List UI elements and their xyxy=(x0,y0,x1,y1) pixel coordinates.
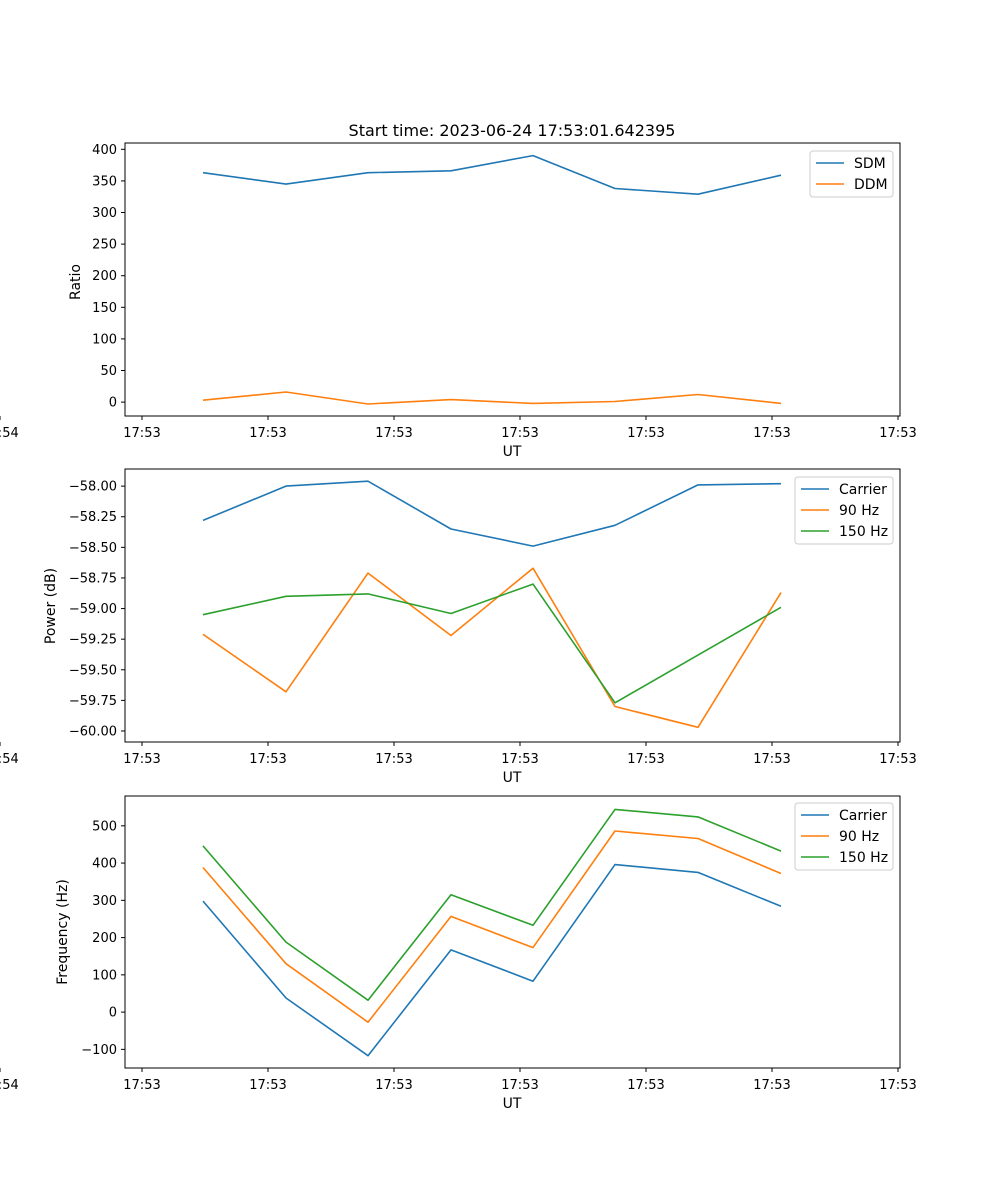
x-tick-label: 17:53 xyxy=(123,752,160,767)
x-axis-label: UT xyxy=(503,444,522,460)
y-tick-label: 500 xyxy=(92,819,117,834)
frequency-panel: UT Frequency (Hz) 17:53 17:53 17:53 17:53 17… xyxy=(0,795,917,1112)
series-line-sdm xyxy=(202,154,782,195)
chart-title: Start time: 2023-06-24 17:53:01.642395 xyxy=(349,121,676,140)
x-tick-label: 17:53 xyxy=(249,426,286,441)
x-tick-label: 17:53 xyxy=(627,752,664,767)
y-tick-label: 300 xyxy=(92,894,117,909)
y-tick-label: 400 xyxy=(92,857,117,872)
legend-box xyxy=(794,802,894,871)
x-tick-label: 17:53 xyxy=(249,1078,286,1093)
y-axis-label: Ratio xyxy=(68,264,84,300)
x-tick-label: 17:53 xyxy=(753,1078,790,1093)
y-tick-label: 400 xyxy=(92,143,117,158)
plot-area-frame xyxy=(124,795,901,1069)
y-tick-label: 350 xyxy=(92,174,117,189)
y-tick-label: 0 xyxy=(109,396,117,411)
legend-label: 90 Hz xyxy=(839,503,879,519)
y-tick-label: 0 xyxy=(109,1006,117,1021)
y-tick-label: 100 xyxy=(92,968,117,983)
y-tick-label: −58.25 xyxy=(69,510,117,525)
x-tick-label: 17:54 xyxy=(0,1078,19,1093)
y-tick-label: −58.50 xyxy=(69,541,117,556)
y-tick-label: −100 xyxy=(81,1043,117,1058)
y-tick-label: 250 xyxy=(92,238,117,253)
x-tick-label: 17:54 xyxy=(0,752,19,767)
y-tick-label: 300 xyxy=(92,206,117,221)
y-tick-label: 100 xyxy=(92,332,117,347)
power-panel: UT Power (dB) 17:53 17:53 17:53 17:53 17:53 1… xyxy=(0,468,917,786)
y-tick-label: −58.75 xyxy=(69,571,117,586)
legend-label: Carrier xyxy=(839,808,887,824)
x-tick-label: 17:53 xyxy=(123,426,160,441)
legend-label: SDM xyxy=(854,156,886,172)
x-tick-label: 17:53 xyxy=(501,1078,538,1093)
x-tick-label: 17:53 xyxy=(375,1078,412,1093)
x-tick-label: 17:53 xyxy=(501,752,538,767)
series-line-ddm xyxy=(202,391,782,405)
legend-label: 90 Hz xyxy=(839,829,879,845)
x-axis-label: UT xyxy=(503,770,522,786)
y-tick-label: −58.00 xyxy=(69,480,117,495)
legend-label: 150 Hz xyxy=(839,850,888,866)
x-tick-label: 17:53 xyxy=(123,1078,160,1093)
x-axis-label: UT xyxy=(503,1096,522,1112)
plot-area-frame xyxy=(124,468,901,743)
y-tick-label: 200 xyxy=(92,931,117,946)
y-tick-label: −59.50 xyxy=(69,663,117,678)
x-tick-label: 17:53 xyxy=(501,426,538,441)
x-tick-label: 17:53 xyxy=(249,752,286,767)
y-axis-label: Frequency (Hz) xyxy=(55,879,71,985)
legend-label: 150 Hz xyxy=(839,524,888,540)
y-tick-label: −60.00 xyxy=(69,724,117,739)
legend-box xyxy=(794,476,894,545)
plot-area-frame xyxy=(124,142,901,417)
y-tick-label: −59.00 xyxy=(69,602,117,617)
legend-label: Carrier xyxy=(839,482,887,498)
y-tick-label: −59.75 xyxy=(69,694,117,709)
series-line-150-hz xyxy=(202,808,782,1002)
x-tick-label: 17:54 xyxy=(0,426,19,441)
y-axis-label: Power (dB) xyxy=(43,568,59,644)
y-tick-label: 150 xyxy=(92,301,117,316)
series-line-90-hz xyxy=(202,567,782,729)
x-tick-label: 17:53 xyxy=(375,752,412,767)
series-line-carrier xyxy=(202,863,782,1057)
y-tick-label: 200 xyxy=(92,269,117,284)
x-tick-label: 17:53 xyxy=(753,752,790,767)
ratio-panel: Start time: 2023-06-24 17:53:01.642395 U… xyxy=(0,121,917,460)
x-tick-label: 17:53 xyxy=(879,426,916,441)
series-line-carrier xyxy=(202,480,782,547)
series-line-150-hz xyxy=(202,583,782,704)
x-tick-label: 17:53 xyxy=(753,426,790,441)
x-tick-label: 17:53 xyxy=(879,752,916,767)
y-tick-label: −59.25 xyxy=(69,633,117,648)
x-tick-label: 17:53 xyxy=(375,426,412,441)
x-tick-label: 17:53 xyxy=(627,426,664,441)
x-tick-label: 17:53 xyxy=(627,1078,664,1093)
series-line-90-hz xyxy=(202,830,782,1024)
x-tick-label: 17:53 xyxy=(879,1078,916,1093)
y-tick-label: 50 xyxy=(100,364,117,379)
legend-label: DDM xyxy=(854,177,888,193)
